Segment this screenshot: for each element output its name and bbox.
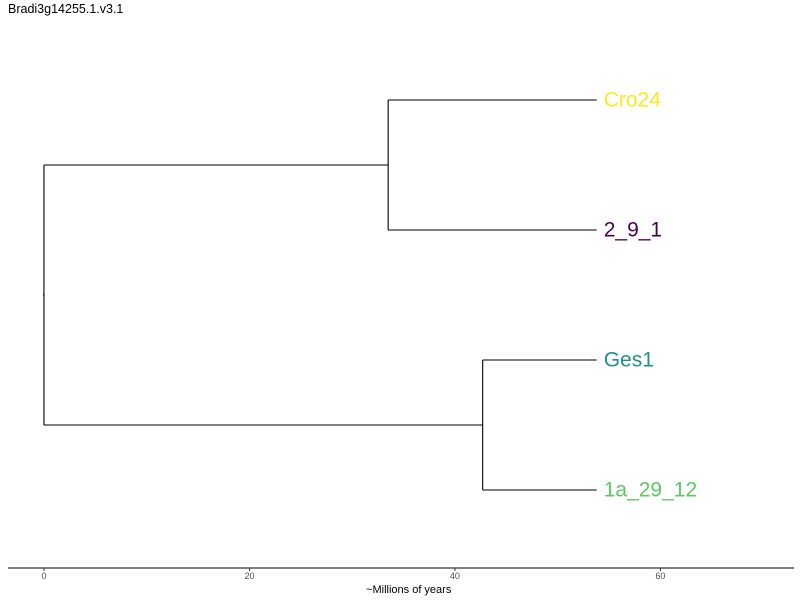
x-axis: 0 20 40 60 ~Millions of years bbox=[8, 567, 794, 596]
plot-title: Bradi3g14255.1.v3.1 bbox=[8, 2, 124, 16]
x-tick-label-20: 20 bbox=[244, 571, 254, 581]
x-axis-ticks: 0 20 40 60 bbox=[41, 568, 665, 581]
tip-labels-group: Cro24 2_9_1 Ges1 1a_29_12 bbox=[604, 89, 697, 502]
tip-label-1: 2_9_1 bbox=[604, 219, 662, 242]
x-tick-label-0: 0 bbox=[41, 571, 46, 581]
x-axis-label: ~Millions of years bbox=[366, 584, 452, 596]
tip-label-3: 1a_29_12 bbox=[604, 479, 697, 502]
x-tick-label-40: 40 bbox=[450, 571, 460, 581]
branches-group bbox=[42, 99, 597, 491]
tip-label-2: Ges1 bbox=[604, 349, 654, 372]
x-tick-label-60: 60 bbox=[655, 571, 665, 581]
tip-label-0: Cro24 bbox=[604, 89, 662, 112]
